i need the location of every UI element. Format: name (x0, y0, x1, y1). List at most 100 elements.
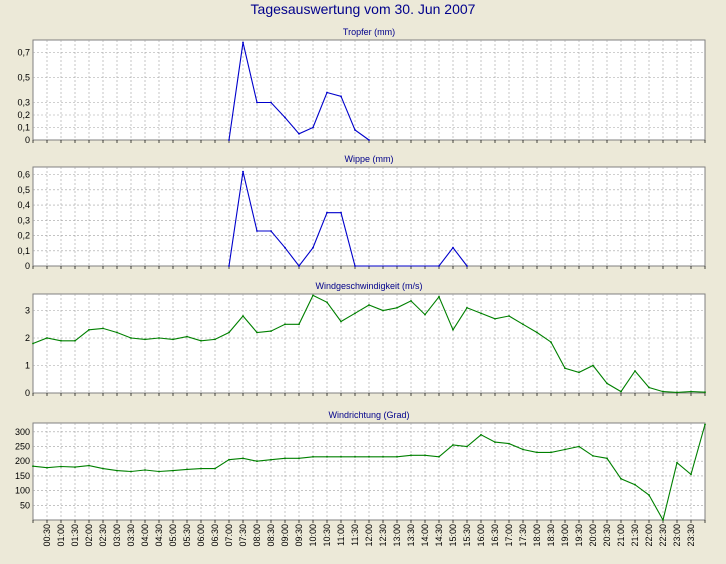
data-point (704, 391, 706, 394)
data-point (214, 467, 216, 470)
data-point (508, 315, 510, 317)
data-point (298, 457, 300, 460)
x-tick-label: 19:30 (574, 524, 584, 547)
data-point (396, 306, 398, 309)
data-point (438, 295, 440, 298)
data-point (410, 454, 412, 457)
data-point (102, 327, 104, 330)
data-point (564, 367, 566, 370)
data-point (452, 444, 454, 446)
data-point (382, 309, 384, 312)
data-point (172, 469, 174, 472)
data-point (340, 455, 342, 458)
data-point (634, 483, 636, 486)
data-point (284, 323, 286, 326)
x-tick-label: 11:30 (350, 524, 360, 546)
data-point (620, 477, 622, 480)
data-point (354, 312, 356, 315)
y-tick-label: 0,5 (17, 185, 30, 195)
data-point (270, 458, 272, 461)
x-tick-label: 07:00 (224, 524, 234, 547)
data-point (480, 312, 482, 315)
data-point (326, 455, 328, 458)
x-tick-label: 19:00 (560, 524, 570, 547)
data-point (102, 467, 104, 470)
y-tick-label: 0,1 (17, 123, 30, 133)
x-tick-label: 02:00 (84, 524, 94, 547)
data-point (410, 300, 412, 302)
y-tick-label: 100 (15, 486, 30, 496)
data-point (326, 211, 328, 214)
data-point (312, 246, 314, 249)
x-tick-label: 20:30 (602, 524, 612, 547)
data-point (228, 458, 230, 461)
data-point (200, 467, 202, 470)
x-tick-label: 12:30 (378, 524, 388, 547)
data-point (88, 328, 90, 331)
y-tick-label: 0,3 (17, 98, 30, 108)
data-point (340, 211, 342, 214)
data-point (228, 265, 230, 267)
data-point (354, 129, 356, 131)
data-point (270, 330, 272, 332)
data-point (88, 464, 90, 467)
data-point (466, 306, 468, 309)
y-tick-label: 3 (25, 306, 30, 316)
data-point (564, 448, 566, 451)
data-point (662, 390, 664, 393)
y-tick-label: 0,6 (17, 170, 30, 180)
data-point (256, 331, 258, 334)
data-point (480, 433, 482, 436)
data-point (368, 455, 370, 458)
panel-title: Wippe (mm) (345, 154, 394, 164)
data-point (130, 470, 132, 473)
data-point (172, 338, 174, 341)
data-point (494, 441, 496, 443)
data-point (130, 337, 132, 339)
data-point (242, 170, 244, 173)
y-tick-label: 0,2 (17, 110, 30, 120)
x-tick-label: 18:30 (546, 524, 556, 547)
data-point (116, 469, 118, 472)
data-point (284, 116, 286, 119)
chart-main-title: Tagesauswertung vom 30. Jun 2007 (250, 1, 476, 17)
data-point (298, 265, 300, 267)
data-point (340, 95, 342, 98)
data-point (242, 457, 244, 460)
data-point (620, 390, 622, 393)
data-point (298, 132, 300, 135)
data-point (606, 382, 608, 385)
data-point (536, 331, 538, 334)
data-point (676, 461, 678, 464)
panel-title: Windgeschwindigkeit (m/s) (315, 281, 422, 291)
x-tick-label: 22:30 (658, 524, 668, 547)
x-tick-label: 08:30 (266, 524, 276, 547)
data-point (284, 457, 286, 460)
x-tick-label: 17:00 (504, 524, 514, 547)
data-point (438, 265, 440, 267)
data-point (144, 338, 146, 341)
data-point (242, 315, 244, 317)
data-point (690, 390, 692, 393)
data-point (648, 386, 650, 389)
y-tick-label: 0 (25, 388, 30, 398)
x-tick-label: 03:00 (112, 524, 122, 547)
y-tick-label: 0,7 (17, 48, 30, 58)
data-point (508, 442, 510, 445)
data-point (228, 139, 230, 141)
data-point (200, 339, 202, 342)
x-tick-label: 05:00 (168, 524, 178, 547)
x-tick-label: 01:00 (56, 524, 66, 547)
x-tick-label: 10:00 (308, 524, 318, 547)
data-point (60, 465, 62, 468)
x-tick-label: 23:30 (686, 524, 696, 547)
y-tick-label: 250 (15, 442, 30, 452)
data-point (634, 370, 636, 372)
x-tick-label: 15:00 (448, 524, 458, 547)
data-point (396, 455, 398, 458)
y-tick-label: 1 (25, 361, 30, 371)
x-tick-label: 17:30 (518, 524, 528, 547)
data-point (270, 230, 272, 232)
data-point (494, 317, 496, 320)
data-point (382, 455, 384, 458)
